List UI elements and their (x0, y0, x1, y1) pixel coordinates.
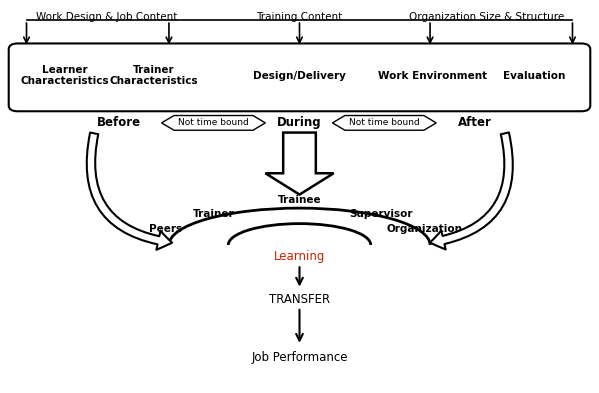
FancyArrowPatch shape (87, 132, 172, 250)
Text: Trainer
Characteristics: Trainer Characteristics (110, 65, 198, 86)
Text: Trainer: Trainer (193, 209, 234, 219)
Text: Work Environment: Work Environment (379, 71, 488, 81)
Text: Peers: Peers (149, 224, 183, 235)
Text: Organization: Organization (386, 224, 462, 235)
Text: Work Design & Job Content: Work Design & Job Content (36, 13, 177, 22)
Text: Job Performance: Job Performance (251, 351, 348, 364)
Text: TRANSFER: TRANSFER (269, 293, 330, 306)
Text: During: During (277, 116, 322, 129)
Text: Training Content: Training Content (256, 13, 343, 22)
FancyBboxPatch shape (9, 44, 590, 111)
Text: Trainee: Trainee (278, 195, 321, 206)
Polygon shape (265, 132, 334, 195)
Text: After: After (458, 116, 492, 129)
Text: Learner
Characteristics: Learner Characteristics (21, 65, 110, 86)
FancyArrowPatch shape (430, 132, 513, 250)
Polygon shape (162, 116, 265, 130)
Text: Before: Before (96, 116, 141, 129)
Text: Not time bound: Not time bound (349, 118, 420, 127)
Text: Supervisor: Supervisor (350, 209, 413, 219)
Text: Design/Delivery: Design/Delivery (253, 71, 346, 81)
Text: Learning: Learning (274, 250, 325, 263)
Text: Evaluation: Evaluation (503, 71, 565, 81)
Text: Not time bound: Not time bound (178, 118, 249, 127)
FancyArrowPatch shape (87, 132, 172, 250)
Polygon shape (332, 116, 436, 130)
Text: Organization Size & Structure: Organization Size & Structure (409, 13, 564, 22)
